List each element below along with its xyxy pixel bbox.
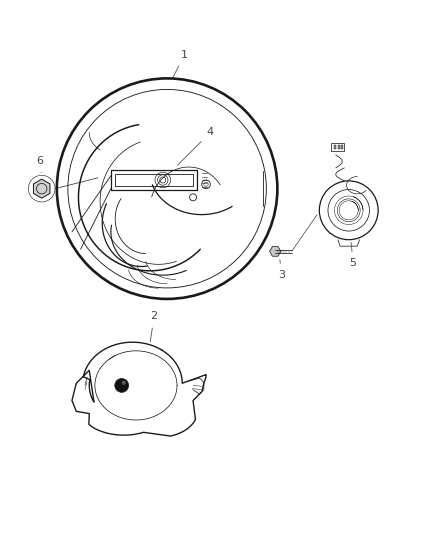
Circle shape <box>122 381 126 385</box>
Text: 6: 6 <box>36 156 43 173</box>
Text: 4: 4 <box>178 127 214 165</box>
Circle shape <box>115 378 129 392</box>
FancyBboxPatch shape <box>341 144 343 149</box>
Polygon shape <box>33 179 50 198</box>
Polygon shape <box>270 246 281 256</box>
Text: 2: 2 <box>150 311 158 342</box>
Text: 5: 5 <box>350 243 357 269</box>
FancyBboxPatch shape <box>338 144 339 149</box>
Text: 1: 1 <box>173 50 188 78</box>
FancyBboxPatch shape <box>335 144 336 149</box>
Text: 3: 3 <box>278 260 285 280</box>
